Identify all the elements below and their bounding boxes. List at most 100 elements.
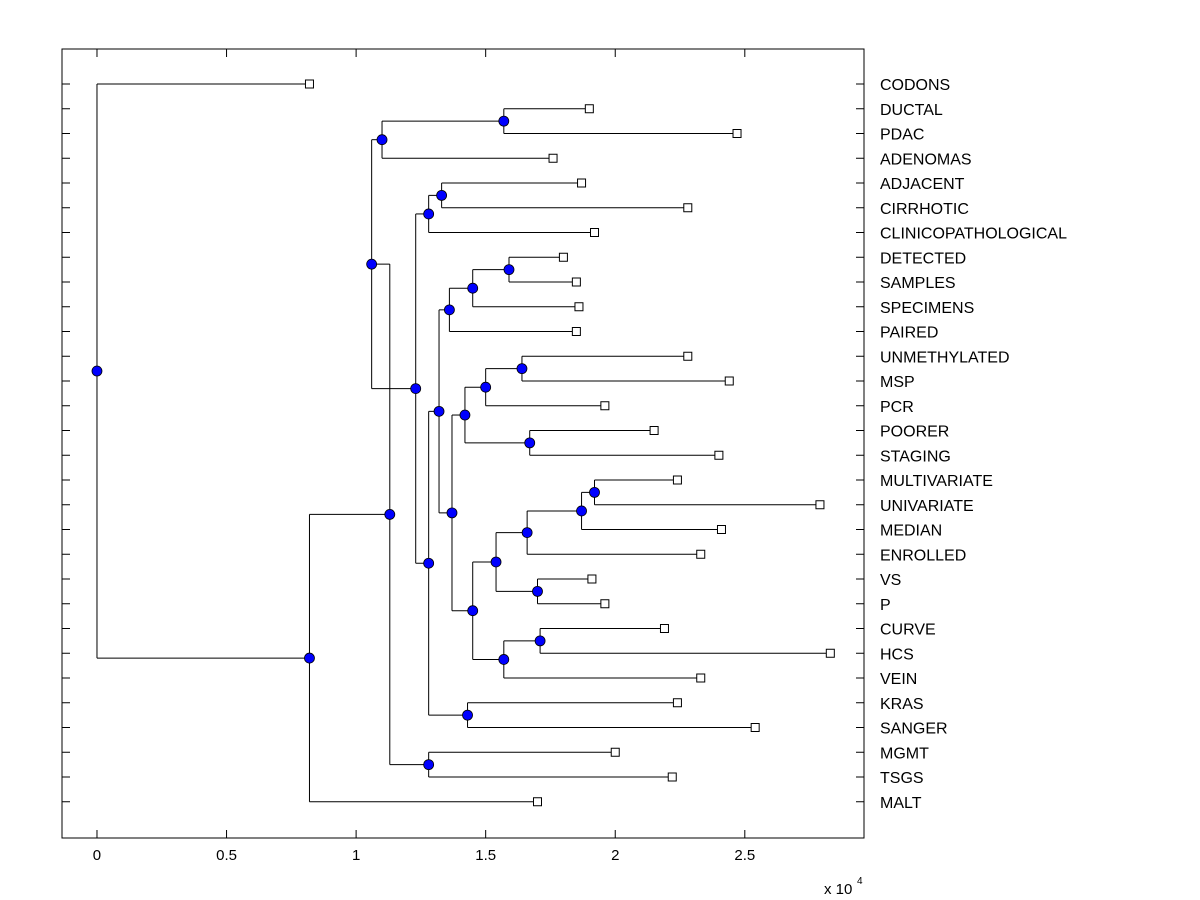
leaf-node-univariate [815,500,825,510]
leaf-label-tsgs: TSGS [880,770,924,787]
leaf-label-specimens: SPECIMENS [880,300,974,317]
leaf-label-multivariate: MULTIVARIATE [880,473,993,490]
leaf-node-pdac [732,129,742,138]
leaf-node-cirrhotic [683,203,693,213]
internal-node-n_curve_hcs [534,635,546,647]
leaf-node-curve [659,624,669,633]
leaf-node-poorer [649,426,659,435]
leaf-label-pcr: PCR [880,399,914,416]
leaf-node-p [600,599,610,609]
x-tick-label: 0 [93,847,101,864]
leaf-node-msp [724,376,734,386]
internal-node-n_multi_uni [589,486,600,498]
leaf-label-adenomas: ADENOMAS [880,151,972,168]
leaf-node-sanger [750,723,760,732]
x-tick-label: 0.5 [216,847,237,864]
leaf-label-vein: VEIN [880,671,917,688]
leaf-label-vs: VS [880,572,901,589]
internal-node-n_multi_vs [490,556,502,568]
internal-node-n_multi_median [576,505,587,517]
leaf-label-univariate: UNIVARIATE [880,498,974,515]
internal-node-n_adjacent_clinico [423,208,435,220]
internal-node-n_ductal_malt [304,652,315,664]
leaf-label-pdac: PDAC [880,127,924,144]
internal-node-n_unmeth_poorer [459,409,471,421]
leaf-label-msp: MSP [880,374,915,391]
leaf-node-detected [558,252,568,262]
leaf-node-kras [672,698,682,708]
leaf-label-kras: KRAS [880,696,924,713]
x-tick-label: 2 [611,847,619,864]
internal-node-n_detected_paired [443,304,455,316]
internal-node-n_multi_enrolled [521,527,533,538]
internal-node-n_detected_specimens [467,282,479,294]
internal-node-markers [91,115,600,771]
internal-node-n_detected_samples [503,264,515,276]
internal-node-n_unmeth_msp [516,363,528,375]
leaf-label-p: P [880,597,891,614]
internal-node-n_unmeth_multi [446,507,458,519]
x-tick-label: 2.5 [734,847,755,864]
leaf-label-sanger: SANGER [880,721,948,738]
leaf-label-ductal: DUCTAL [880,102,943,119]
leaf-label-unmethylated: UNMETHYLATED [880,349,1010,366]
x-multiplier-label: x 10 [824,881,852,898]
leaf-label-median: MEDIAN [880,523,942,540]
leaf-label-curve: CURVE [880,622,936,639]
leaf-node-vein [696,673,706,683]
leaf-label-hcs: HCS [880,646,914,663]
leaf-label-adjacent: ADJACENT [880,176,965,193]
leaf-node-paired [571,327,581,336]
leaf-node-specimens [574,302,584,312]
internal-node-n_ductal_pdac [498,115,510,127]
leaf-label-detected: DETECTED [880,250,966,267]
internal-node-n_curve_vein [498,654,510,665]
leaf-node-multivariate [672,475,682,485]
plot-frame [61,48,865,839]
leaf-node-ductal [584,104,594,114]
internal-node-n_mgmt_tsgs [423,759,435,771]
internal-node-n_root [91,365,103,377]
leaf-node-malt [532,797,542,807]
leaf-label-enrolled: ENROLLED [880,547,966,564]
leaf-label-clinicopathological: CLINICOPATHOLOGICAL [880,226,1067,243]
leaf-labels: CODONS DUCTAL PDAC ADENOMAS ADJACENT CIRRHOTI… [880,77,1067,812]
internal-node-n_multi_curve [467,605,479,617]
leaf-node-adjacent [577,178,587,188]
internal-node-n_detected_kras [423,557,435,569]
leaf-node-adenomas [548,153,558,163]
internal-node-n_detected_unmeth [433,405,445,417]
leaf-label-staging: STAGING [880,448,951,465]
leaf-node-clinicopathological [590,228,600,237]
internal-node-n_unmeth_pcr [480,381,492,393]
leaf-label-mgmt: MGMT [880,745,929,762]
x-multiplier-exponent: 4 [857,876,863,887]
leaf-node-pcr [600,401,610,411]
leaf-node-samples [571,277,581,287]
leaf-label-paired: PAIRED [880,325,938,342]
internal-node-n_kras_sanger [462,709,473,721]
internal-node-n_ductal_mgmt [384,508,396,520]
leaf-node-vs [587,574,597,584]
leaf-label-cirrhotic: CIRRHOTIC [880,201,969,218]
leaf-node-median [716,525,726,534]
leaf-node-staging [714,450,724,460]
internal-node-n_poorer_staging [524,437,536,449]
leaf-node-mgmt [610,747,620,757]
internal-node-n_adjacent_detected [410,383,422,394]
internal-node-n_ductal_adenomas [376,134,388,146]
x-tick-label: 1.5 [475,847,496,864]
internal-node-n_vs_p [532,585,543,597]
leaf-node-codons [304,79,314,89]
leaf-label-samples: SAMPLES [880,275,956,292]
axis-ticks [62,49,864,838]
leaf-node-unmethylated [683,351,693,361]
x-tick-labels: 0 0.5 1 1.5 2 2.5 [93,847,755,864]
internal-node-n_adjacent_cirrhotic [436,189,448,201]
leaf-label-codons: CODONS [880,77,950,94]
leaf-node-tsgs [667,772,677,782]
leaf-node-hcs [825,648,835,658]
internal-node-n_ductal_adjacent [366,258,378,270]
leaf-label-malt: MALT [880,795,922,812]
leaf-markers [304,79,835,807]
